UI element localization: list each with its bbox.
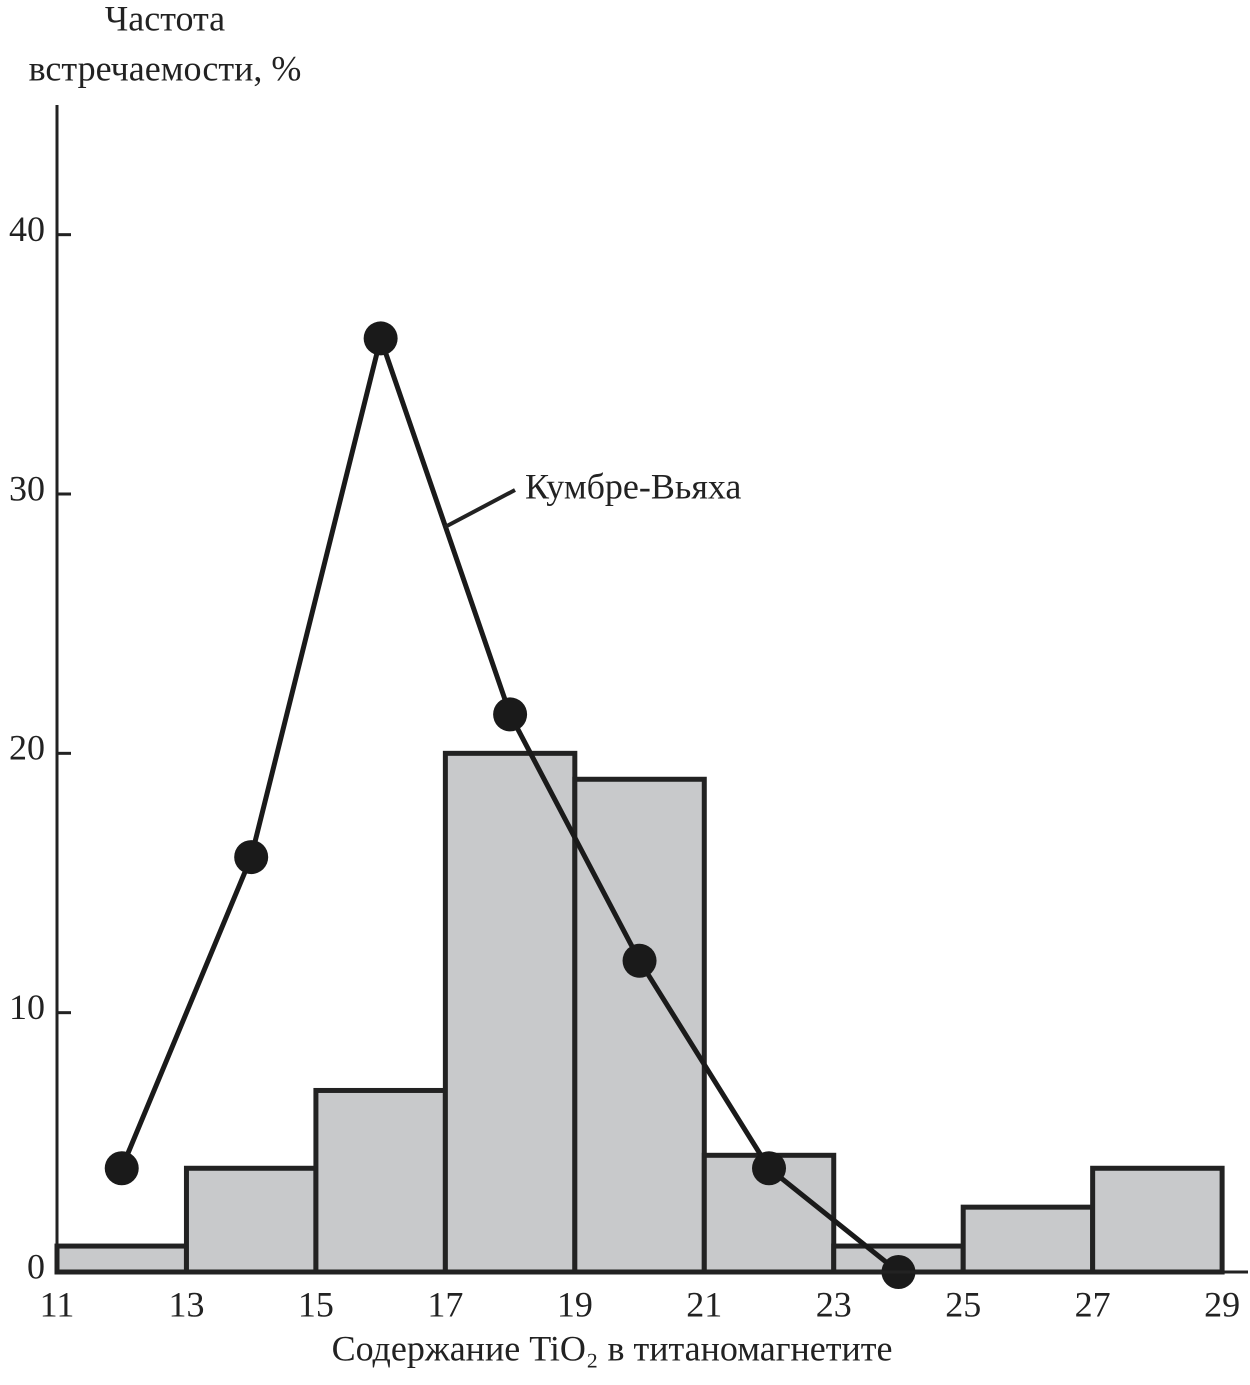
x-tick-label: 17 xyxy=(427,1284,463,1324)
point xyxy=(234,840,269,875)
x-tick-label: 11 xyxy=(40,1284,75,1324)
x-tick-label: 13 xyxy=(168,1284,204,1324)
x-tick-label: 15 xyxy=(298,1284,334,1324)
y-axis-label: встречаемости, % xyxy=(29,48,302,88)
bar xyxy=(183,1165,319,1275)
bar xyxy=(960,1204,1096,1275)
y-tick-label: 30 xyxy=(9,468,45,508)
x-tick-label: 29 xyxy=(1204,1284,1240,1324)
y-tick-label: 10 xyxy=(9,987,45,1027)
y-tick-label: 20 xyxy=(9,728,45,768)
x-tick-label: 23 xyxy=(816,1284,852,1324)
point xyxy=(622,943,657,978)
y-tick-label: 0 xyxy=(27,1246,45,1286)
bar xyxy=(54,1243,189,1275)
point xyxy=(104,1151,139,1186)
x-tick-label: 25 xyxy=(945,1284,981,1324)
series-label: Кумбре-Вьяха xyxy=(525,466,741,506)
bar xyxy=(442,750,578,1275)
annotation-leader xyxy=(444,488,516,529)
point xyxy=(363,321,398,356)
x-tick-label: 27 xyxy=(1075,1284,1111,1324)
point xyxy=(493,697,528,732)
x-tick-label: 19 xyxy=(557,1284,593,1324)
bar xyxy=(313,1087,448,1275)
bar xyxy=(1090,1165,1225,1275)
point xyxy=(752,1151,787,1186)
x-axis-label: Содержание TiO₂ в титаномагнетите xyxy=(332,1328,893,1368)
x-tick-label: 21 xyxy=(686,1284,722,1324)
bar xyxy=(572,776,707,1275)
y-axis-label: Частота xyxy=(105,0,225,38)
y-tick-label: 40 xyxy=(9,209,45,249)
